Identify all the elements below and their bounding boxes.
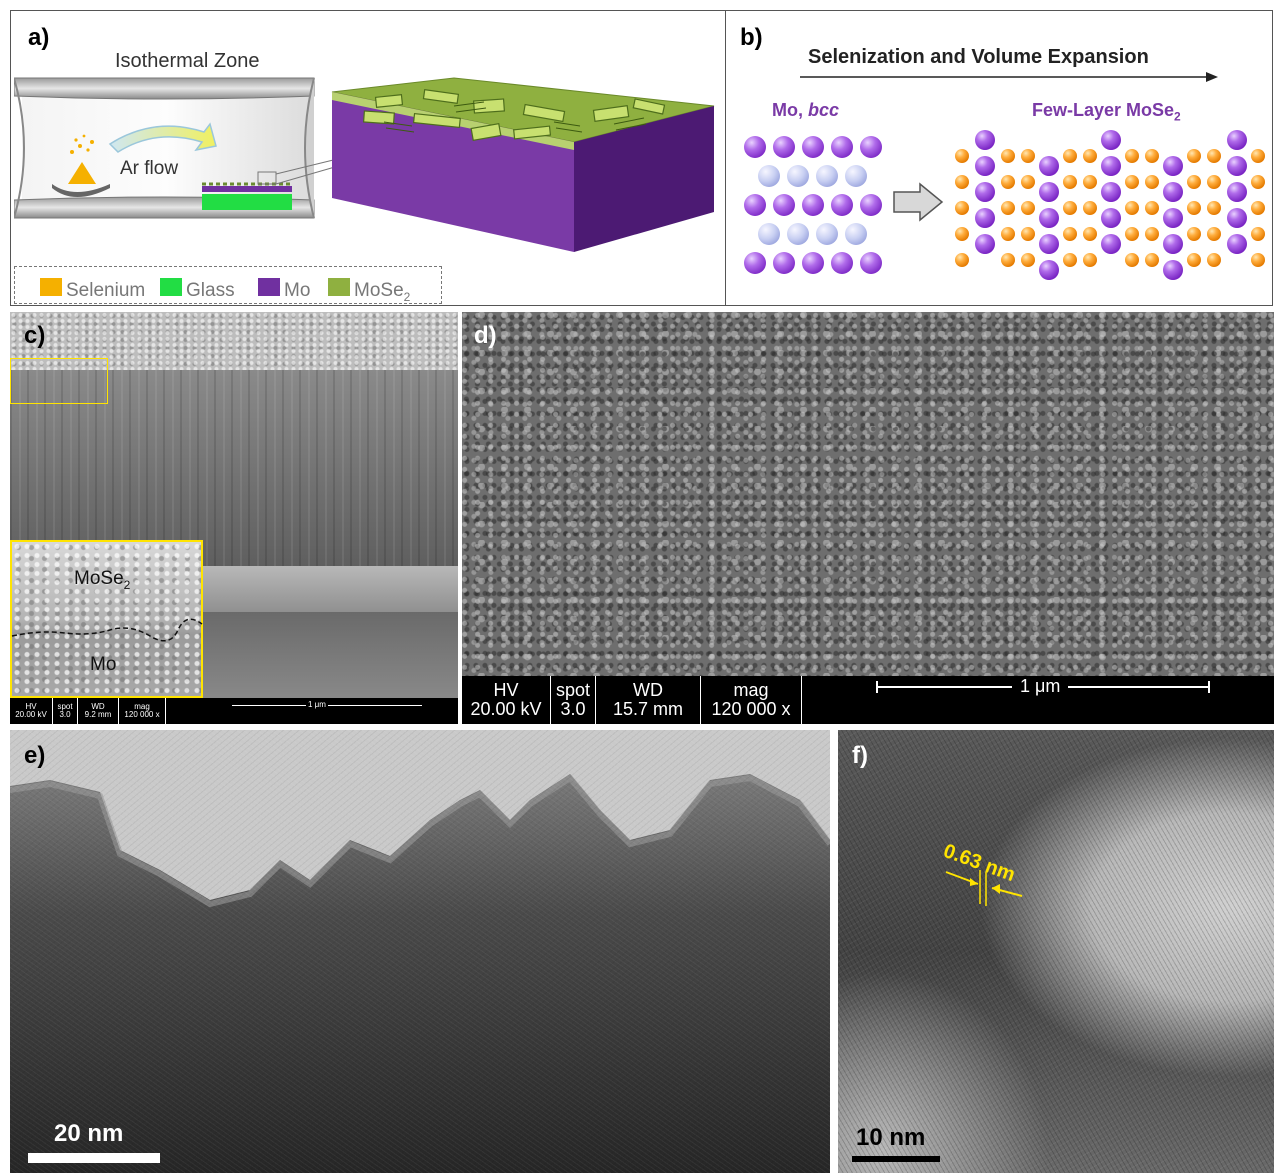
scale-bar-end-left	[876, 681, 878, 693]
furnace-schematic	[14, 77, 715, 252]
legend-label-glass: Glass	[186, 280, 235, 301]
inset-mo-label: Mo	[90, 654, 117, 675]
mo-atom	[744, 252, 766, 274]
lattice-fringes	[838, 730, 1274, 1173]
isothermal-zone-title: Isothermal Zone	[115, 50, 260, 72]
layered-lattice	[955, 130, 1265, 280]
panel-f-label: f)	[852, 742, 868, 769]
tem-sample-edge	[10, 730, 830, 1173]
scale-bar-end-right	[1208, 681, 1210, 693]
mo-atom	[758, 223, 780, 245]
mo-atom	[773, 194, 795, 216]
infobar-cell: WD 15.7 mm	[596, 676, 701, 724]
infobar-cell: spot 3.0	[551, 676, 596, 724]
infobar-cell: mag 120 000 x	[701, 676, 802, 724]
transform-arrow	[893, 182, 944, 222]
panel-e-label: e)	[24, 742, 46, 769]
mo-atom	[787, 165, 809, 187]
panel-f-image	[838, 730, 1274, 1173]
panel-f-scale-bar	[852, 1156, 940, 1162]
few-layer-title: Few-Layer MoSe2	[1032, 100, 1181, 124]
legend-swatch-mose2	[328, 278, 350, 296]
mo-atom	[773, 136, 795, 158]
mo-atom	[845, 223, 867, 245]
panel-f-scale-label: 10 nm	[856, 1124, 926, 1151]
tem-texture	[10, 730, 830, 1173]
mo-atom	[802, 136, 824, 158]
panel-c-label: c)	[24, 322, 46, 349]
mo-atom	[860, 194, 882, 216]
legend-label-mose2: MoSe2	[354, 280, 411, 304]
panel-d-image	[462, 312, 1274, 724]
infobar-cell: HV 20.00 kV	[10, 698, 53, 724]
legend-swatch-selenium	[40, 278, 62, 296]
scale-bar-label: 1 μm	[306, 700, 328, 709]
panel-d-infobar: HV 20.00 kV spot 3.0 WD 15.7 mm mag 120 000 …	[462, 676, 1274, 724]
mo-atom	[831, 136, 853, 158]
mo-atom	[744, 136, 766, 158]
mo-atom	[816, 223, 838, 245]
panel-a-label: a)	[28, 24, 50, 51]
substrate-surface	[200, 566, 458, 612]
infobar-cell: mag 120 000 x	[119, 698, 166, 724]
mo-atom	[802, 252, 824, 274]
mo-atom	[845, 165, 867, 187]
mo-atom	[758, 165, 780, 187]
infobar-cell: spot 3.0	[53, 698, 78, 724]
process-arrow	[800, 72, 1218, 82]
mo-atom	[816, 165, 838, 187]
mo-bcc-title: Mo, bcc	[772, 100, 840, 120]
mo-atom	[744, 194, 766, 216]
infobar-cell: WD 9.2 mm	[78, 698, 119, 724]
legend-label-selenium: Selenium	[66, 280, 146, 301]
panel-d-label: d)	[474, 322, 497, 349]
lattice-spacing-marker	[945, 870, 1023, 906]
panel-b-label: b)	[740, 24, 763, 51]
film-surface	[10, 312, 458, 370]
mo-atom	[860, 252, 882, 274]
legend-swatch-mo	[258, 278, 280, 296]
inset-image	[10, 540, 203, 698]
panel-e-scale-label: 20 nm	[54, 1120, 124, 1147]
ar-flow-label: Ar flow	[120, 158, 179, 179]
panel-c-image: MoSe2 Mo	[10, 312, 458, 724]
legend-label-mo: Mo	[284, 280, 311, 301]
legend-box	[14, 266, 442, 304]
zoom-region-box	[10, 358, 108, 404]
mo-atom	[860, 136, 882, 158]
scale-bar-label: 1 μm	[1012, 676, 1069, 697]
mo-atom	[802, 194, 824, 216]
process-title: Selenization and Volume Expansion	[808, 46, 1149, 68]
inset-mose2-label: MoSe2	[74, 568, 131, 592]
bcc-lattice	[740, 134, 890, 280]
panel-e-scale-bar	[28, 1153, 160, 1163]
panel-c-infobar: HV 20.00 kV spot 3.0 WD 9.2 mm mag 120 000 x…	[10, 698, 458, 724]
film-cross-section	[10, 370, 458, 566]
panel-b	[725, 10, 1273, 306]
legend-swatch-glass	[160, 278, 182, 296]
interface-line	[11, 618, 203, 642]
mo-atom	[787, 223, 809, 245]
mo-atom	[831, 252, 853, 274]
mo-atom	[831, 194, 853, 216]
mo-atom	[773, 252, 795, 274]
infobar-cell: HV 20.00 kV	[462, 676, 551, 724]
substrate-bulk	[200, 612, 458, 702]
panel-e-image	[10, 730, 830, 1173]
